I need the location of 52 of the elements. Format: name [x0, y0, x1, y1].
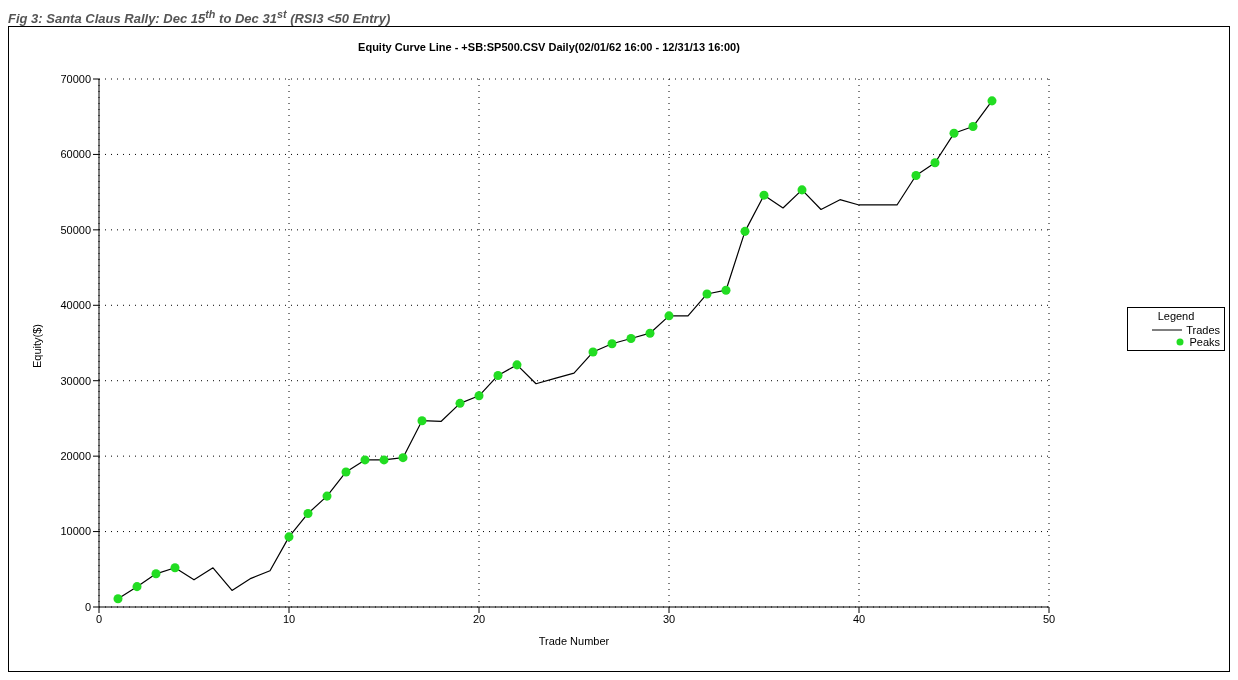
point: [702, 289, 712, 299]
point: [949, 128, 959, 138]
y-tick-label: 40000: [60, 299, 91, 312]
point: [987, 96, 997, 106]
point: [113, 594, 123, 604]
point: [740, 226, 750, 236]
chart-title: Equity Curve Line - +SB:SP500.CSV Daily(02/01/62 16:00 - 12/31/13 16:00): [357, 41, 741, 53]
point: [170, 563, 180, 573]
point: [398, 453, 408, 463]
legend-label: Trades: [1186, 324, 1220, 336]
point: [930, 158, 940, 168]
point: [607, 339, 617, 349]
x-tick-label: 20: [472, 612, 486, 625]
point: [626, 333, 636, 343]
y-tick-label: 30000: [60, 374, 91, 387]
point: [493, 370, 503, 380]
point: [417, 416, 427, 426]
point: [151, 569, 161, 579]
point: [797, 185, 807, 195]
point: [303, 508, 313, 518]
x-tick-label: 40: [852, 612, 866, 625]
point: [379, 455, 389, 465]
point: [132, 582, 142, 592]
point: [360, 455, 370, 465]
point: [759, 190, 769, 200]
legend-title: Legend: [1156, 310, 1196, 322]
x-tick-label: 0: [95, 612, 103, 625]
legend-label: Peaks: [1189, 336, 1220, 348]
caption: Fig 3: Santa Claus Rally: Dec 15$^{th}$ to Dec 31$^{st}$ (RSI3 <50 Entry): [8, 8, 392, 27]
point: [588, 347, 598, 357]
point: [721, 285, 731, 295]
y-axis-title: Equity($): [30, 323, 43, 368]
y-tick-label: 60000: [60, 148, 91, 161]
point: [645, 328, 655, 338]
x-tick-label: 30: [662, 612, 676, 625]
point: [911, 171, 921, 181]
y-tick-label: 70000: [60, 72, 91, 85]
point: [341, 467, 351, 477]
point: [474, 391, 484, 401]
point: [664, 311, 674, 321]
point: [968, 122, 978, 132]
y-tick-label: 50000: [60, 223, 91, 236]
point: [512, 360, 522, 370]
point: [322, 491, 332, 501]
y-tick-label: 20000: [60, 450, 91, 463]
y-tick-label: 10000: [60, 525, 91, 538]
point: [455, 398, 465, 408]
x-tick-label: 10: [282, 612, 296, 625]
point: [284, 532, 294, 542]
x-axis-title: Trade Number: [538, 635, 610, 647]
y-tick-label: 0: [84, 600, 91, 613]
x-tick-label: 50: [1042, 612, 1056, 625]
